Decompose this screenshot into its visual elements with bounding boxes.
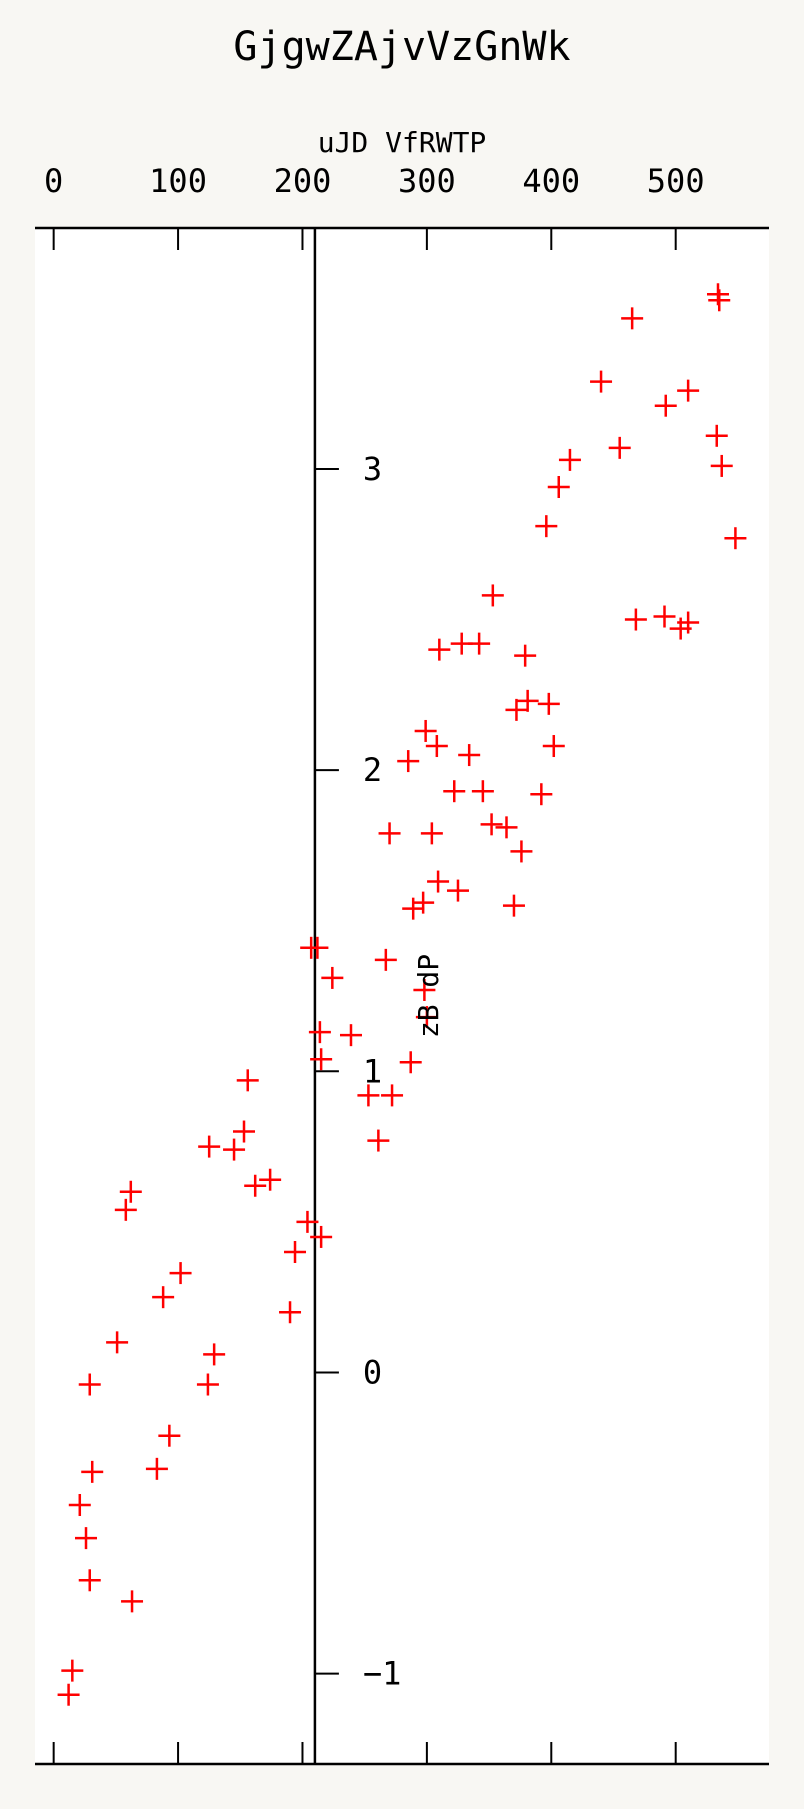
data-point <box>68 1493 91 1516</box>
data-point <box>306 936 329 959</box>
data-point <box>505 698 528 721</box>
data-point <box>710 454 733 477</box>
data-point <box>106 1331 129 1354</box>
data-point <box>415 1006 438 1029</box>
data-point <box>310 1048 333 1071</box>
data-point <box>443 780 466 803</box>
data-point <box>198 1135 221 1158</box>
x-axis-ticks: 0 100 200 300 400 500 <box>44 162 705 1764</box>
chart-title: GjgwZAjvVzGnWk <box>233 24 570 70</box>
data-point <box>233 1120 256 1143</box>
data-point <box>428 638 451 661</box>
data-point <box>530 783 553 806</box>
data-point <box>471 780 494 803</box>
data-point <box>468 632 491 655</box>
x-tick-label: 100 <box>149 162 207 200</box>
data-point <box>653 605 676 628</box>
y-axis-label: zB dP <box>412 954 445 1038</box>
data-point <box>414 719 437 742</box>
y-tick-label: −1 <box>363 1655 402 1693</box>
data-point <box>61 1659 84 1682</box>
data-point <box>81 1460 104 1483</box>
data-point <box>284 1241 307 1263</box>
data-point <box>145 1457 168 1480</box>
data-point <box>399 1051 422 1074</box>
data-point <box>458 744 481 767</box>
data-point <box>624 608 647 631</box>
data-point <box>367 1129 390 1152</box>
data-point <box>119 1180 142 1203</box>
data-point <box>196 1373 219 1396</box>
data-point <box>608 436 631 459</box>
data-point <box>590 370 613 393</box>
plot-area <box>35 228 769 1764</box>
data-point <box>708 289 731 312</box>
y-tick-label: 0 <box>363 1353 382 1391</box>
data-point <box>397 750 420 773</box>
data-point <box>158 1424 181 1447</box>
x-axis-label: uJD VfRWTP <box>318 126 487 159</box>
data-point <box>446 879 469 902</box>
y-tick-label: 1 <box>363 1052 382 1090</box>
data-point <box>413 978 436 1001</box>
data-point <box>412 891 435 914</box>
data-point <box>537 692 560 715</box>
x-tick-label: 0 <box>44 162 63 200</box>
data-point <box>57 1683 80 1706</box>
data-point <box>535 515 558 538</box>
data-point <box>542 735 565 758</box>
y-tick-label: 3 <box>363 450 382 488</box>
data-point <box>321 966 344 989</box>
data-point <box>244 1174 267 1197</box>
data-point <box>152 1286 175 1309</box>
data-point <box>724 527 747 550</box>
data-point <box>481 584 504 607</box>
data-point <box>480 813 503 836</box>
data-point <box>310 1225 333 1248</box>
data-point <box>425 735 448 758</box>
data-point <box>114 1198 137 1221</box>
data-point <box>502 894 525 917</box>
data-point <box>495 816 518 839</box>
data-point <box>308 1021 331 1044</box>
x-tick-label: 400 <box>522 162 580 200</box>
data-point <box>279 1301 302 1324</box>
data-point <box>381 1084 404 1107</box>
y-tick-label: 2 <box>363 751 382 789</box>
data-point <box>378 822 401 845</box>
data-point <box>75 1527 98 1550</box>
x-tick-label: 300 <box>398 162 456 200</box>
data-point <box>516 689 539 712</box>
data-point <box>78 1373 101 1396</box>
data-point <box>339 1024 362 1047</box>
data-point <box>654 394 677 417</box>
data-point <box>121 1590 144 1613</box>
data-point <box>514 644 537 667</box>
data-point <box>203 1343 226 1366</box>
data-point <box>677 611 700 634</box>
data-point <box>420 822 443 845</box>
data-point <box>510 840 533 863</box>
data-point <box>259 1168 282 1191</box>
data-point <box>621 307 644 330</box>
data-point <box>296 1210 319 1233</box>
data-point <box>169 1262 192 1285</box>
data-point <box>558 448 581 471</box>
data-points <box>57 283 747 1706</box>
x-tick-label: 200 <box>274 162 332 200</box>
data-point <box>705 424 728 447</box>
x-tick-label: 500 <box>647 162 705 200</box>
data-point <box>223 1138 246 1161</box>
data-point <box>677 379 700 402</box>
data-point <box>374 948 397 971</box>
data-point <box>427 870 450 893</box>
data-point <box>236 1069 259 1092</box>
data-point <box>402 897 425 920</box>
data-point <box>78 1569 101 1592</box>
y-axis-ticks: −1 0 1 2 3 <box>314 450 402 1693</box>
data-point <box>357 1084 380 1107</box>
axes <box>35 226 769 1766</box>
data-point <box>547 476 570 499</box>
